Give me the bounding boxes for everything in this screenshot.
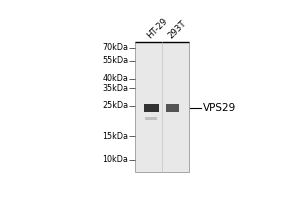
Text: HT-29: HT-29 [145,16,169,40]
Text: VPS29: VPS29 [202,103,236,113]
Text: 10kDa: 10kDa [102,155,128,164]
Text: 25kDa: 25kDa [102,101,128,110]
Bar [145,117,157,120]
Bar [135,42,189,172]
Text: 70kDa: 70kDa [102,43,128,52]
Text: 55kDa: 55kDa [102,56,128,65]
Text: 40kDa: 40kDa [102,74,128,83]
Text: 293T: 293T [166,19,188,40]
Bar [144,104,159,112]
Text: 15kDa: 15kDa [102,132,128,141]
Bar [166,104,179,112]
Text: 35kDa: 35kDa [102,84,128,93]
